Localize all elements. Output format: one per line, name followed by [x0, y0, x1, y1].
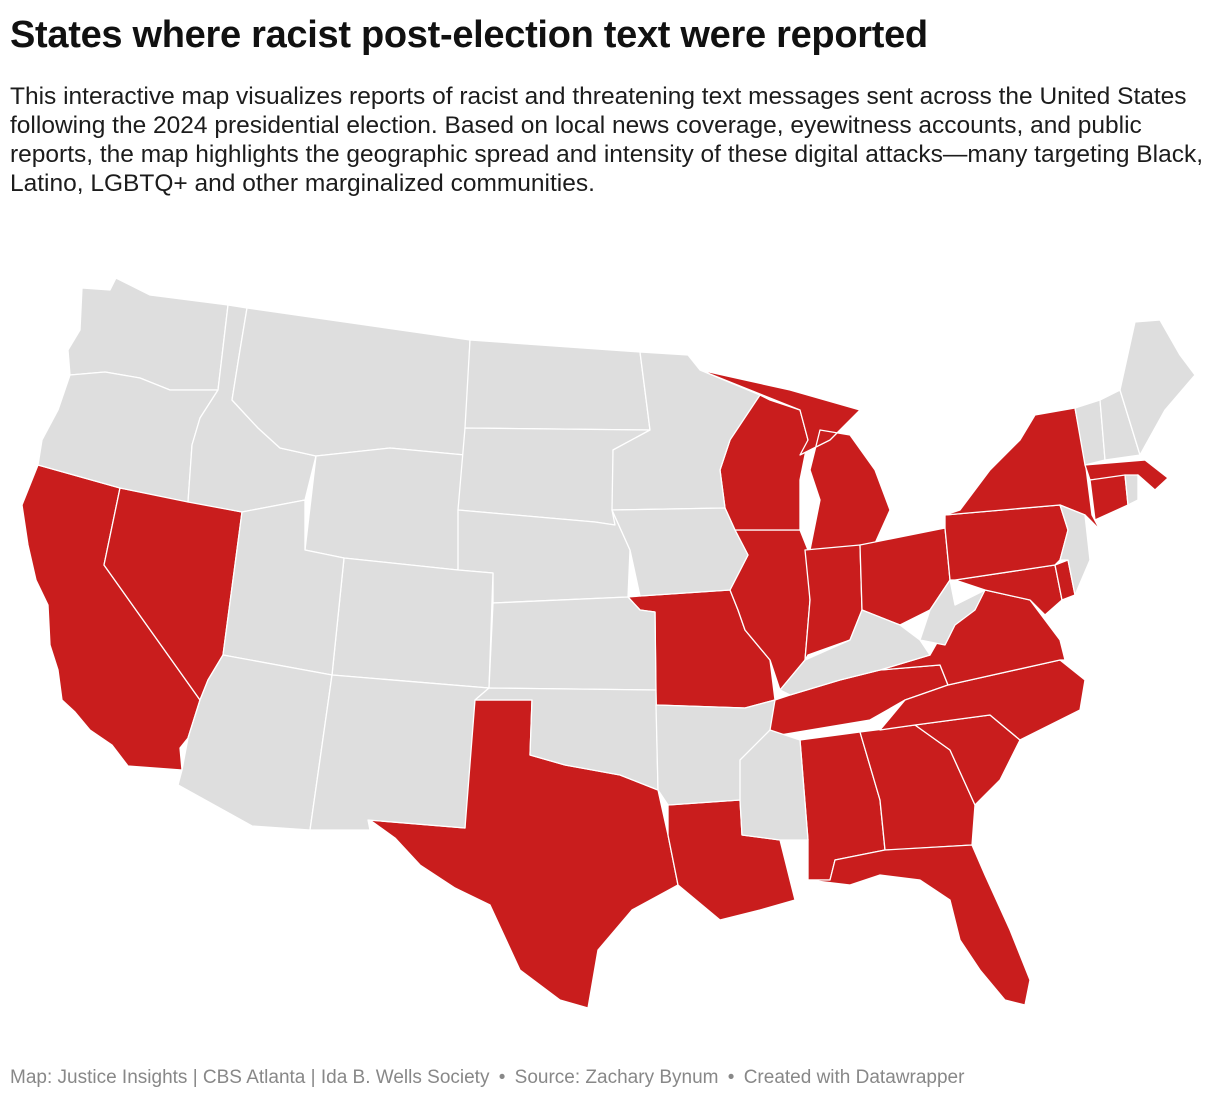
chart-description: This interactive map visualizes reports …	[10, 83, 1204, 197]
map-credit: Map: Justice Insights | CBS Atlanta | Id…	[10, 1067, 490, 1088]
datawrapper-credit: Created with Datawrapper	[743, 1067, 965, 1088]
state-ks-not-reported[interactable]	[488, 596, 657, 691]
state-nd-not-reported[interactable]	[464, 339, 651, 431]
state-ri-not-reported[interactable]	[1124, 474, 1139, 506]
state-wy-not-reported[interactable]	[304, 447, 466, 571]
state-fl-reported[interactable]	[807, 844, 1031, 1006]
state-nm-not-reported[interactable]	[309, 674, 490, 831]
state-ny-reported[interactable]	[944, 407, 1101, 531]
footer: Map: Justice Insights | CBS Atlanta | Id…	[10, 1066, 1210, 1090]
state-ct-reported[interactable]	[1089, 474, 1129, 521]
chart-title: States where racist post-election text w…	[10, 14, 928, 56]
us-map-svg	[21, 277, 1196, 1009]
state-me-not-reported[interactable]	[1119, 319, 1196, 456]
footer-separator: •	[498, 1067, 506, 1088]
footer-separator: •	[727, 1067, 735, 1088]
state-mn-not-reported[interactable]	[611, 351, 761, 511]
state-ms-not-reported[interactable]	[739, 729, 809, 841]
source-credit: Source: Zachary Bynum	[514, 1067, 719, 1088]
us-map	[0, 260, 1220, 1060]
state-nj-not-reported[interactable]	[1059, 504, 1091, 596]
state-ia-not-reported[interactable]	[611, 507, 749, 597]
state-mt-not-reported[interactable]	[231, 307, 471, 457]
state-co-not-reported[interactable]	[331, 557, 494, 689]
state-wv-not-reported[interactable]	[919, 579, 986, 646]
